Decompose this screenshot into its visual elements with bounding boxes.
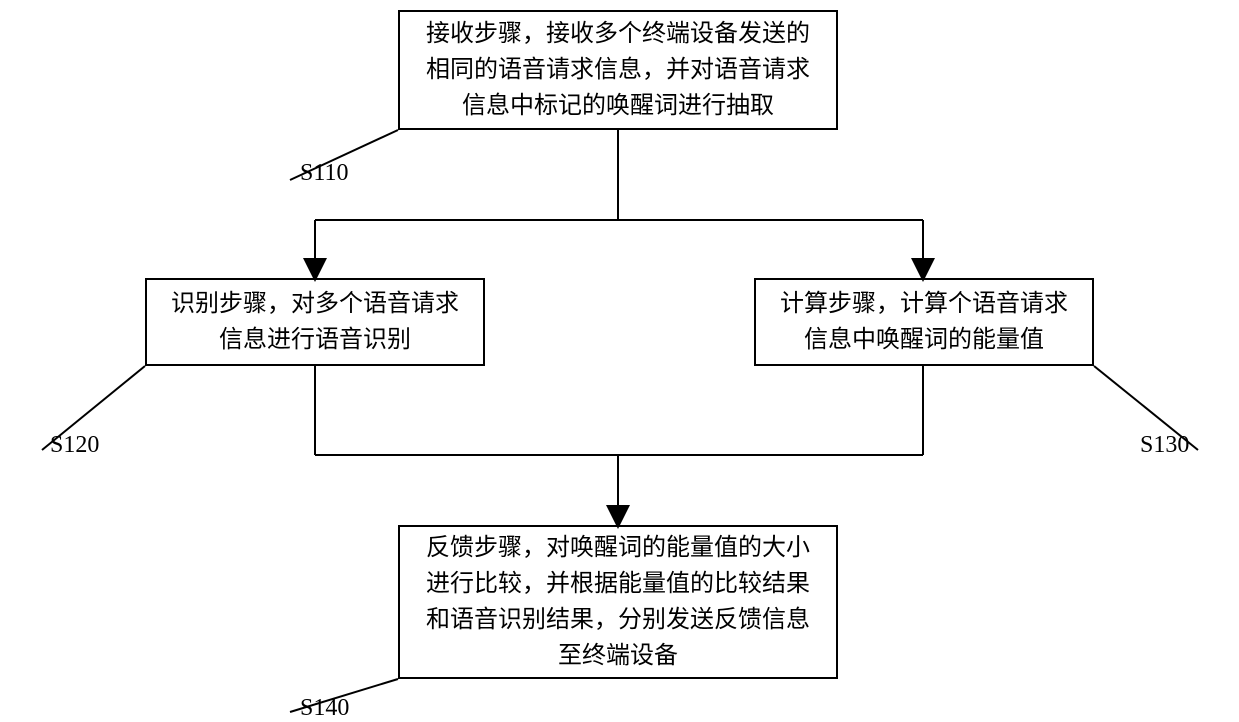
step-label-s120: S120 [50,432,99,459]
step-label-s110: S110 [300,160,348,187]
flowchart-node-s110: 接收步骤，接收多个终端设备发送的 相同的语音请求信息，并对语音请求 信息中标记的… [398,10,838,130]
flowchart-node-s120: 识别步骤，对多个语音请求 信息进行语音识别 [145,278,485,366]
step-label-s130: S130 [1140,432,1189,459]
node-s120-text: 识别步骤，对多个语音请求 信息进行语音识别 [171,286,459,358]
node-s130-text: 计算步骤，计算个语音请求 信息中唤醒词的能量值 [780,286,1068,358]
flowchart-node-s140: 反馈步骤，对唤醒词的能量值的大小 进行比较，并根据能量值的比较结果 和语音识别结… [398,525,838,679]
node-s140-text: 反馈步骤，对唤醒词的能量值的大小 进行比较，并根据能量值的比较结果 和语音识别结… [426,530,810,674]
node-s110-text: 接收步骤，接收多个终端设备发送的 相同的语音请求信息，并对语音请求 信息中标记的… [426,16,810,124]
flowchart-node-s130: 计算步骤，计算个语音请求 信息中唤醒词的能量值 [754,278,1094,366]
step-label-s140: S140 [300,695,349,722]
